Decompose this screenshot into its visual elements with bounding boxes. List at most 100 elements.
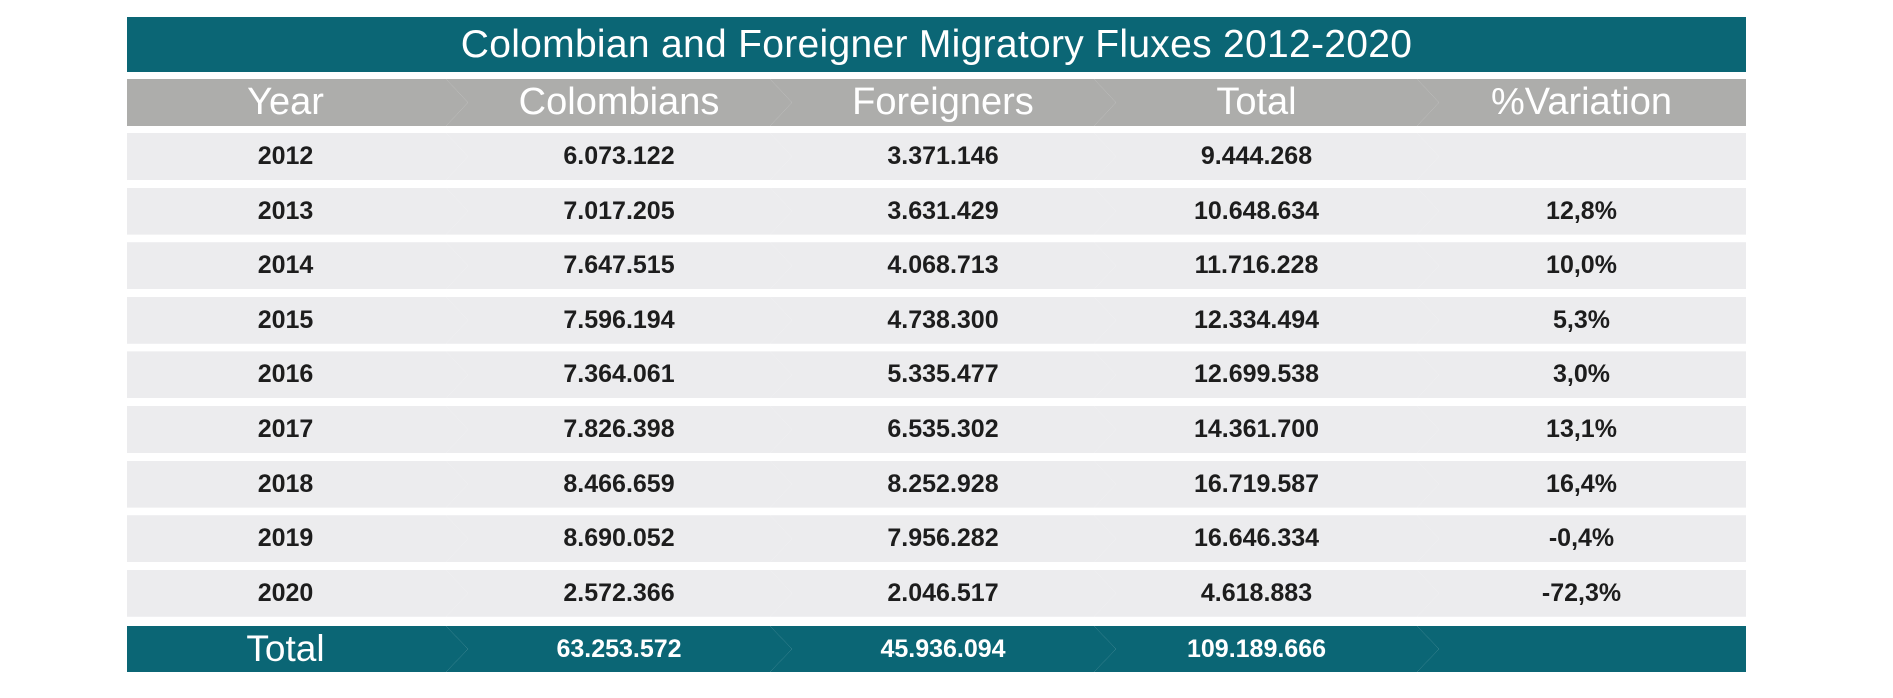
table-text: 4.618.883 xyxy=(1200,578,1313,607)
table-cell: 3.371.146 xyxy=(770,133,1116,180)
table-cell: 6.535.302 xyxy=(770,406,1116,453)
table-cell: 7.596.194 xyxy=(446,297,792,344)
table-text: 8.252.928 xyxy=(887,469,999,498)
table-text: 13,1% xyxy=(1546,415,1617,443)
table-cell: 2012 xyxy=(127,133,468,180)
table-title-text: Colombian and Foreigner Migratory Fluxes… xyxy=(460,22,1413,66)
table-cell: 10,0% xyxy=(1417,242,1746,290)
total-cell: 109.189.666 xyxy=(1094,626,1439,672)
column-header-text: Colombians xyxy=(518,81,720,123)
table-text: 12.699.538 xyxy=(1193,360,1320,389)
table-cell: 10.648.634 xyxy=(1094,188,1439,235)
table-cell: 7.017.205 xyxy=(446,188,792,235)
table-text: 7.364.061 xyxy=(563,360,675,389)
table-text: 6.073.122 xyxy=(563,142,675,170)
table-text: 8.466.659 xyxy=(563,469,675,498)
table-text: 4.068.713 xyxy=(887,251,999,280)
table-text: 2019 xyxy=(257,524,314,553)
table-row: 2017 7.826.398 6.535.302 14.361.700 13,1% xyxy=(127,406,1746,453)
table-title: Colombian and Foreigner Migratory Fluxes… xyxy=(127,17,1746,72)
table-cell: 7.647.515 xyxy=(446,242,792,289)
table-cell: 16,4% xyxy=(1417,460,1746,508)
table-cell: 2016 xyxy=(127,351,468,398)
table-cell: -0,4% xyxy=(1417,515,1746,563)
table-row: 2020 2.572.366 2.046.517 4.618.883 -72,3% xyxy=(127,569,1746,617)
table-cell: 2014 xyxy=(127,242,468,289)
table-text: 3.371.146 xyxy=(887,142,999,170)
column-header-text: Foreigners xyxy=(852,81,1034,123)
table-text: 9.444.268 xyxy=(1200,142,1313,170)
table-text: 7.647.515 xyxy=(563,251,675,280)
table-cell: 5,3% xyxy=(1417,296,1746,344)
table-text: 5,3% xyxy=(1553,305,1610,334)
table-cell: 13,1% xyxy=(1417,406,1746,453)
table-text: 3.631.429 xyxy=(887,196,999,225)
column-header-text: Total xyxy=(1216,81,1297,123)
table-text: 2015 xyxy=(257,305,314,334)
table-text: 2.046.517 xyxy=(887,578,999,607)
table-text: 6.535.302 xyxy=(887,415,999,443)
table-cell: 8.690.052 xyxy=(446,515,792,562)
table-row: 2015 7.596.194 4.738.300 12.334.494 5,3% xyxy=(127,296,1746,344)
table-text: 14.361.700 xyxy=(1193,415,1320,443)
table-text: 7.017.205 xyxy=(563,196,675,225)
column-header-text: Year xyxy=(247,81,324,123)
total-cell: Total xyxy=(127,626,468,672)
table-cell: -72,3% xyxy=(1417,569,1746,617)
table-text: 2018 xyxy=(257,469,314,498)
table-text: 2016 xyxy=(257,360,314,389)
column-header-text: %Variation xyxy=(1491,81,1672,123)
table-cell: 5.335.477 xyxy=(770,351,1116,398)
table-cell: 8.252.928 xyxy=(770,461,1116,508)
table-row: 2012 6.073.122 3.371.146 9.444.268 xyxy=(127,133,1746,180)
table-text: -72,3% xyxy=(1541,578,1622,607)
table-cell: 16.719.587 xyxy=(1094,461,1439,508)
table-cell: 12.334.494 xyxy=(1094,297,1439,344)
total-text: 63.253.572 xyxy=(556,634,682,663)
table-text: 2017 xyxy=(257,415,314,443)
table-cell: 4.618.883 xyxy=(1094,570,1439,617)
table-cell: 7.364.061 xyxy=(446,351,792,398)
table-cell: 11.716.228 xyxy=(1094,242,1439,289)
table-text: 11.716.228 xyxy=(1194,251,1319,280)
table-text: 12,8% xyxy=(1546,196,1617,225)
table-text: 10,0% xyxy=(1546,251,1617,280)
table-cell: 2013 xyxy=(127,188,468,235)
table-cell: 12.699.538 xyxy=(1094,351,1439,398)
table-row: 2016 7.364.061 5.335.477 12.699.538 3,0% xyxy=(127,351,1746,399)
table-cell: 7.826.398 xyxy=(446,406,792,453)
table-text: 16.646.334 xyxy=(1193,524,1320,553)
column-header-cell: Foreigners xyxy=(770,79,1116,126)
table-cell: 4.068.713 xyxy=(770,242,1116,289)
total-cell xyxy=(1417,626,1746,672)
total-cell: 45.936.094 xyxy=(770,626,1116,672)
table-text: 7.826.398 xyxy=(563,415,675,443)
table-cell xyxy=(1417,133,1746,180)
table-text: 2014 xyxy=(257,251,314,280)
table-cell: 2017 xyxy=(127,406,468,453)
table-cell: 2.572.366 xyxy=(446,570,792,617)
table-cell: 2.046.517 xyxy=(770,570,1116,617)
table-cell: 3.631.429 xyxy=(770,188,1116,235)
table-text: 3,0% xyxy=(1553,360,1610,389)
table-cell: 3,0% xyxy=(1417,351,1746,399)
table-cell: 16.646.334 xyxy=(1094,515,1439,562)
table-text: -0,4% xyxy=(1548,524,1615,553)
table-text: 2012 xyxy=(257,142,314,170)
total-text: Total xyxy=(246,628,325,669)
table-cell: 12,8% xyxy=(1417,187,1746,235)
table-text: 8.690.052 xyxy=(563,524,675,553)
table-text: 2.572.366 xyxy=(563,578,675,607)
table-cell: 14.361.700 xyxy=(1094,406,1439,453)
table-cell: 7.956.282 xyxy=(770,515,1116,562)
table-cell: 2020 xyxy=(127,570,468,617)
table-text: 5.335.477 xyxy=(887,360,999,389)
table-header-row: Year Colombians Foreigners Total %Variation xyxy=(127,79,1746,126)
table-text: 4.738.300 xyxy=(887,305,999,334)
total-cell: 63.253.572 xyxy=(446,626,792,672)
table-row: 2014 7.647.515 4.068.713 11.716.228 10,0% xyxy=(127,242,1746,290)
table-text: 12.334.494 xyxy=(1193,305,1320,334)
table-cell: 2015 xyxy=(127,297,468,344)
table-text: 2020 xyxy=(257,578,314,607)
